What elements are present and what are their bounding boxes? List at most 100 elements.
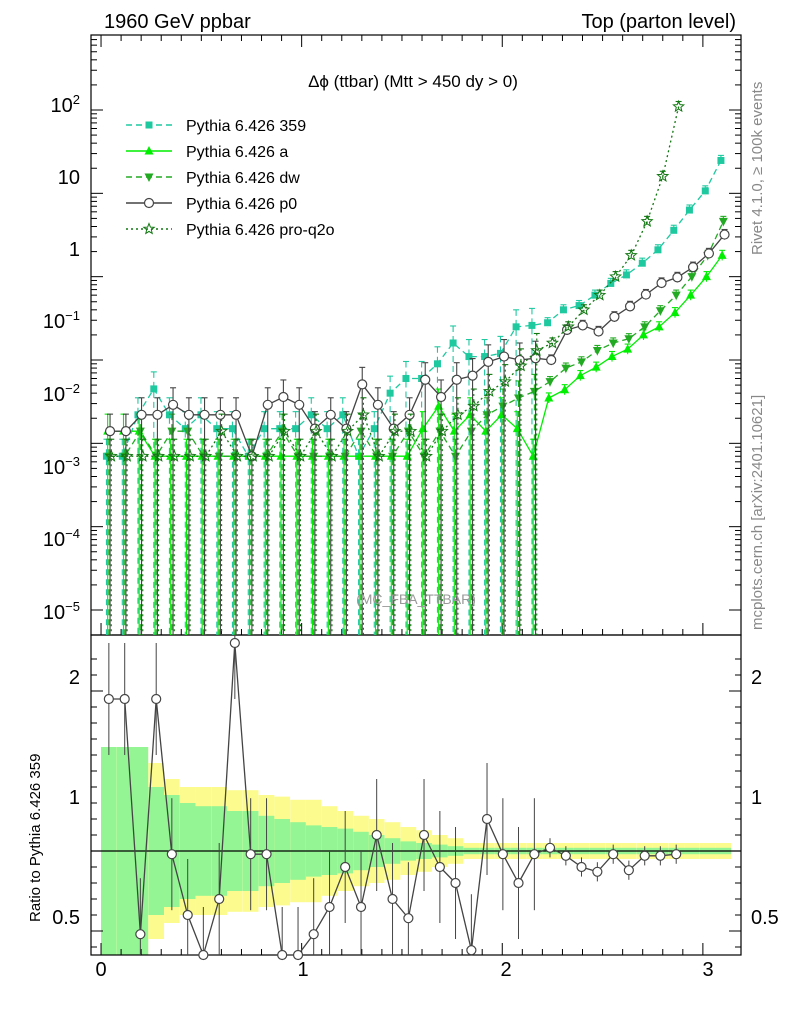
ratio-tick-1-right: 1 (751, 787, 762, 809)
data-point (357, 379, 368, 390)
legend-item-4: Pythia 6.426 pro-q2o (126, 222, 335, 239)
y-tick-label-100: 102 (51, 92, 80, 117)
data-point (514, 359, 528, 372)
data-point (544, 319, 552, 327)
data-point (640, 214, 654, 228)
ratio-point (229, 637, 240, 649)
ratio-point (450, 877, 461, 889)
data-point (575, 302, 583, 310)
data-point (591, 362, 601, 371)
data-point (577, 302, 591, 316)
data-point (215, 409, 226, 420)
y-tick-label-0p1: 10−1 (43, 308, 80, 333)
data-point (530, 353, 541, 364)
data-point (167, 449, 181, 462)
data-point (640, 323, 650, 332)
x-tick-label-3: 3 (702, 959, 713, 981)
legend-label: Pythia 6.426 359 (186, 118, 306, 135)
ratio-point (135, 929, 146, 940)
ratio-point (623, 865, 634, 876)
ratio-point (403, 913, 414, 924)
data-point (482, 411, 492, 420)
data-point (561, 319, 575, 333)
x-tick-label-1: 1 (297, 959, 308, 981)
data-point (165, 411, 173, 419)
data-point (434, 401, 444, 410)
data-point (498, 402, 508, 412)
ratio-point (576, 861, 587, 873)
data-point (372, 449, 386, 462)
data-point (449, 339, 457, 347)
data-point (104, 449, 118, 462)
data-point (718, 217, 728, 227)
ratio-point (119, 693, 130, 705)
data-point (717, 250, 727, 259)
ratio-tick-2-right: 2 (751, 667, 762, 689)
data-point (230, 409, 242, 420)
header-right: Top (parton level) (581, 11, 736, 33)
ratio-point (261, 849, 272, 860)
ratio-point (355, 901, 367, 913)
data-point (465, 353, 473, 361)
data-point (451, 374, 462, 385)
ratio-point (371, 829, 382, 841)
data-point (419, 449, 434, 462)
data-point (435, 424, 449, 437)
data-point (685, 206, 693, 214)
data-point (307, 411, 315, 419)
data-point (152, 449, 166, 462)
data-point (512, 323, 520, 331)
ratio-tick-2-left: 2 (69, 667, 80, 689)
data-point (404, 424, 418, 437)
data-point (498, 374, 512, 388)
ratio-point (324, 901, 335, 913)
data-point (339, 411, 347, 419)
legend-marker (144, 173, 154, 182)
data-point (624, 301, 636, 312)
data-point (655, 307, 665, 316)
data-point (420, 374, 431, 385)
series-line (110, 234, 726, 459)
data-point (167, 399, 179, 410)
ratio-point (544, 842, 556, 853)
y-tick-label-1: 1 (69, 239, 80, 261)
data-point (135, 427, 145, 437)
data-point (402, 374, 410, 382)
data-point (609, 269, 623, 283)
data-point (656, 277, 667, 289)
data-point (481, 353, 489, 361)
legend-item-1: Pythia 6.426 a (126, 144, 288, 161)
data-point (372, 399, 383, 410)
y-tick-labels-ratio: 2 1 0.5 2 1 0.5 (52, 667, 779, 929)
ratio-point (497, 849, 508, 860)
y-tick-label-0p001: 10−3 (43, 454, 80, 479)
data-point (577, 320, 588, 331)
ratio-point (198, 949, 209, 961)
legend-label: Pythia 6.426 a (186, 144, 288, 161)
data-point (451, 407, 465, 421)
ratio-point (655, 850, 666, 861)
ratio-point (214, 893, 225, 905)
data-point (482, 384, 497, 397)
data-point (262, 399, 273, 410)
legend-item-2: Pythia 6.426 dw (126, 170, 300, 187)
data-point (654, 321, 664, 331)
ratio-point (277, 949, 288, 961)
ratio-point (340, 861, 351, 873)
data-point (323, 425, 331, 433)
ratio-point (151, 693, 162, 705)
data-point (608, 339, 618, 348)
data-point (545, 378, 555, 387)
data-point (213, 425, 221, 433)
x-tick-label-0: 0 (95, 959, 106, 981)
ratio-point (671, 849, 682, 860)
data-point (183, 409, 195, 420)
ratio-point (434, 861, 445, 873)
data-point (656, 169, 670, 182)
ratio-point (103, 693, 114, 705)
ratio-point (166, 849, 177, 860)
data-point (703, 248, 715, 259)
data-point (639, 329, 648, 339)
data-point (514, 394, 524, 403)
